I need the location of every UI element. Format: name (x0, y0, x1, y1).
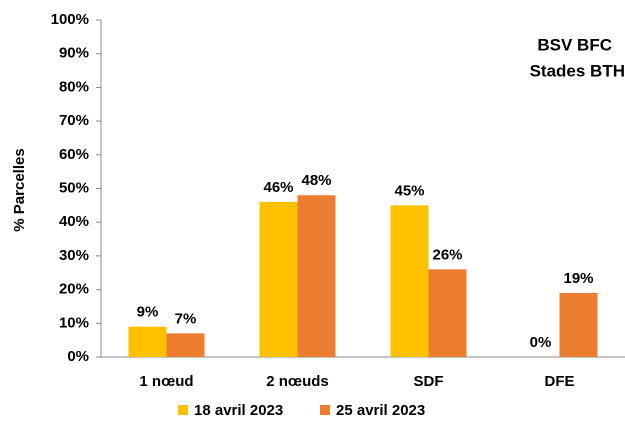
data-label: 7% (175, 310, 197, 327)
bar (297, 195, 336, 357)
legend-label: 18 avril 2023 (194, 402, 283, 419)
x-tick-label: 2 nœuds (266, 373, 329, 390)
data-label: 9% (137, 304, 159, 321)
data-label: 19% (563, 270, 593, 287)
x-tick-label: 1 nœud (139, 373, 193, 390)
y-tick-label: 20% (59, 281, 89, 298)
data-label: 46% (263, 179, 293, 196)
bar (166, 333, 205, 357)
legend-swatch (178, 405, 188, 415)
legend-label: 25 avril 2023 (336, 402, 425, 419)
y-tick-label: 40% (59, 213, 89, 230)
data-label: 45% (394, 182, 424, 199)
data-label: 48% (301, 172, 331, 189)
x-tick-label: SDF (414, 373, 444, 390)
data-label: 26% (432, 246, 462, 263)
x-tick-label: DFE (545, 373, 575, 390)
bar (428, 269, 467, 357)
y-tick-label: 0% (67, 348, 89, 365)
y-tick-label: 60% (59, 146, 89, 163)
y-tick-label: 50% (59, 179, 89, 196)
annotation: BSV BFC (537, 35, 612, 54)
y-tick-label: 100% (51, 11, 89, 28)
annotation: Stades BTH (530, 61, 625, 80)
y-tick-label: 80% (59, 78, 89, 95)
bar (390, 205, 429, 357)
y-tick-label: 70% (59, 112, 89, 129)
legend-swatch (320, 405, 330, 415)
bar (128, 326, 167, 357)
y-tick-label: 10% (59, 314, 89, 331)
y-tick-label: 90% (59, 45, 89, 62)
bar (559, 292, 598, 357)
data-label: 0% (530, 334, 552, 351)
y-axis-label: % Parcelles (11, 148, 28, 231)
bar (259, 201, 298, 357)
y-tick-label: 30% (59, 247, 89, 264)
